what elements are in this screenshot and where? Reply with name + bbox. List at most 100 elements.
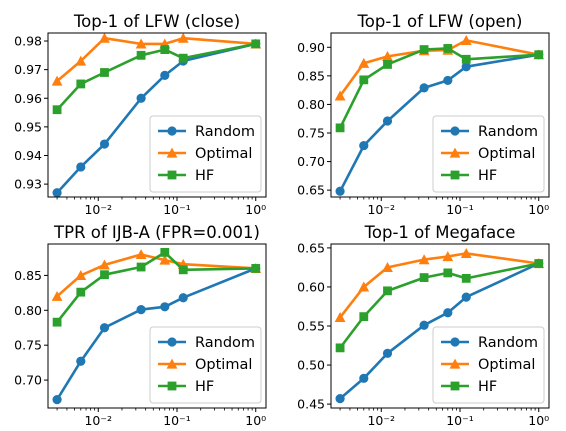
random-point-4 <box>160 302 170 312</box>
optimal-point-0 <box>334 90 346 101</box>
hf-point-2 <box>100 270 109 280</box>
legend-label-optimal: Optimal <box>195 357 252 373</box>
y-tick-label: 0.96 <box>14 91 42 106</box>
y-tick-label: 0.80 <box>14 303 42 318</box>
random-point-4 <box>160 70 170 80</box>
random-point-1 <box>359 140 369 151</box>
hf-point-1 <box>359 312 369 322</box>
legend-label-random: Random <box>478 124 538 140</box>
hf-point-4 <box>160 45 170 55</box>
optimal-point-4 <box>442 251 454 262</box>
x-tick-label: 10⁰ <box>528 413 549 428</box>
y-tick-label: 0.55 <box>297 319 325 334</box>
legend-optimal-point-0 <box>166 358 178 369</box>
x-tick-label: 10⁻¹ <box>163 202 191 217</box>
y-tick-label: 0.65 <box>297 240 325 255</box>
legend-box <box>149 115 262 193</box>
optimal-point-5 <box>177 32 189 43</box>
hf-point-2 <box>383 286 392 296</box>
optimal-point-4 <box>159 254 171 265</box>
random-point-0 <box>52 395 62 405</box>
legend: Random Optimal HF <box>432 115 545 193</box>
legend: Random Optimal HF <box>432 326 545 404</box>
axes-frame <box>47 32 267 198</box>
optimal-point-2 <box>382 51 393 62</box>
x-tick-label: 10⁻² <box>84 202 112 217</box>
chart-panel-2: Top-1 of LFW (open) 0.65 0.70 0.75 0.80 0.85 0… <box>297 12 550 217</box>
optimal-point-5 <box>460 35 472 46</box>
optimal-point-1 <box>75 55 87 66</box>
random-point-1 <box>359 373 369 383</box>
legend-optimal-point-0 <box>449 358 461 369</box>
axes-frame <box>330 32 550 198</box>
y-tick-label: 0.65 <box>297 183 325 198</box>
random-point-3 <box>419 320 429 330</box>
random-point-4 <box>443 75 453 86</box>
x-tick-label: 10⁻¹ <box>446 202 474 217</box>
y-tick-label: 0.85 <box>297 68 325 83</box>
optimal-point-0 <box>51 290 63 301</box>
hf-point-5 <box>461 273 471 283</box>
chart-panel-4: Top-1 of Megaface 0.45 0.50 0.55 0.60 0.65 10⁻… <box>297 223 550 428</box>
optimal-point-1 <box>75 270 87 280</box>
legend-hf-point-0 <box>450 381 460 391</box>
legend: Random Optimal HF <box>149 326 262 404</box>
optimal-point-2 <box>99 259 110 270</box>
y-tick-label: 0.90 <box>297 40 325 55</box>
chart-title: Top-1 of Megaface <box>364 223 516 242</box>
hf-point-5 <box>178 265 188 275</box>
hf-point-2 <box>383 60 392 69</box>
hf-point-0 <box>335 123 345 133</box>
hf-point-3 <box>419 45 429 54</box>
legend-box <box>149 326 262 404</box>
random-point-2 <box>382 116 393 126</box>
legend-hf-point-0 <box>167 170 177 180</box>
legend-optimal-point-0 <box>166 147 178 158</box>
x-tick-label: 10⁻² <box>367 413 395 428</box>
legend-label-random: Random <box>478 335 538 351</box>
hf-point-0 <box>335 343 345 353</box>
y-tick-label: 0.95 <box>14 119 42 134</box>
random-point-0 <box>335 186 345 196</box>
hf-point-3 <box>136 50 146 60</box>
hf-point-6 <box>534 259 544 268</box>
optimal-point-2 <box>99 32 110 43</box>
legend-random-point-0 <box>167 337 177 347</box>
y-tick-label: 0.75 <box>297 126 325 141</box>
legend-hf-point-0 <box>167 381 177 391</box>
y-tick-label: 0.98 <box>14 34 42 49</box>
y-tick-label: 0.94 <box>14 148 42 163</box>
y-tick-label: 0.75 <box>14 338 42 353</box>
legend-label-hf: HF <box>478 379 497 395</box>
random-point-0 <box>335 394 345 404</box>
legend-random-point-0 <box>167 126 177 136</box>
legend-label-hf: HF <box>478 168 497 184</box>
legend-random-point-0 <box>450 337 460 347</box>
chart-title: Top-1 of LFW (close) <box>73 12 240 31</box>
random-point-1 <box>76 356 86 366</box>
series-line-optimal <box>56 253 256 298</box>
hf-point-1 <box>76 79 86 89</box>
optimal-point-0 <box>334 312 346 322</box>
random-point-2 <box>99 139 110 149</box>
hf-point-5 <box>461 54 471 64</box>
chart-title: TPR of IJB-A (FPR=0.001) <box>53 223 260 242</box>
hf-point-0 <box>52 105 62 115</box>
y-tick-label: 0.85 <box>14 268 42 283</box>
legend-hf-point-0 <box>450 170 460 180</box>
x-tick-label: 10⁰ <box>528 202 549 217</box>
random-point-5 <box>461 62 471 72</box>
x-tick-label: 10⁻¹ <box>446 413 474 428</box>
hf-point-6 <box>534 50 544 60</box>
x-tick-label: 10⁻² <box>367 202 395 217</box>
x-tick-label: 10⁻² <box>84 413 112 428</box>
random-point-3 <box>419 83 429 93</box>
hf-point-1 <box>359 75 369 85</box>
optimal-point-5 <box>460 247 472 258</box>
hf-point-3 <box>419 273 429 282</box>
random-point-4 <box>443 308 453 318</box>
legend-random-point-0 <box>450 126 460 136</box>
legend-box <box>432 115 545 193</box>
y-tick-label: 0.50 <box>297 358 325 373</box>
legend-box <box>432 326 545 404</box>
